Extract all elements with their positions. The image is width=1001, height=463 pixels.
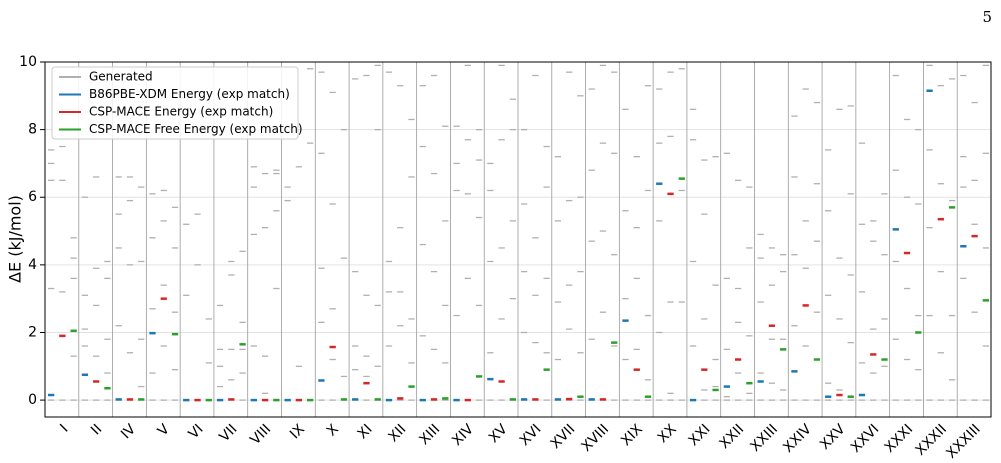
x-tick-label: XVII — [548, 421, 579, 452]
x-tick-label: XXXI — [882, 421, 917, 456]
x-tick-label: XXIV — [780, 421, 815, 456]
x-tick-label: VI — [186, 421, 207, 442]
x-tick-label: XI — [355, 421, 376, 442]
x-tick-label: XXXII — [912, 421, 949, 458]
x-tick-label: XXI — [686, 421, 714, 449]
x-tick-label: VII — [217, 421, 241, 445]
plot-frame — [44, 61, 992, 418]
x-tick-label: II — [88, 421, 105, 438]
y-tick-label: 2 — [28, 324, 37, 340]
legend-label: B86PBE-XDM Energy (exp match) — [89, 87, 290, 101]
legend-label: CSP-MACE Energy (exp match) — [89, 105, 273, 119]
y-tick-label: 0 — [28, 392, 37, 408]
x-tick-label: XXVI — [848, 421, 883, 456]
y-tick-label: 8 — [28, 122, 37, 138]
x-tick-label: I — [57, 421, 71, 435]
y-tick-label: 6 — [28, 189, 37, 205]
x-tick-label: VIII — [247, 421, 274, 448]
x-tick-label: XX — [655, 421, 680, 446]
x-tick-label: XXXIII — [943, 421, 983, 461]
x-tick-label: V — [155, 421, 173, 439]
x-tick-label: XII — [385, 421, 409, 445]
legend-label: Generated — [89, 70, 153, 84]
legend: Generated B86PBE-XDM Energy (exp match) CS… — [51, 66, 303, 140]
x-tick-label: XVIII — [578, 421, 612, 455]
x-tick-label: XXII — [717, 421, 748, 452]
y-axis-label: ΔE (kJ/mol) — [6, 195, 25, 283]
x-tick-label: XXV — [817, 421, 849, 453]
x-tick-label: X — [324, 421, 342, 439]
x-tick-label: IV — [118, 421, 139, 442]
legend-label: CSP-MACE Free Energy (exp match) — [89, 122, 303, 136]
x-tick-label: IX — [287, 421, 308, 442]
x-tick-label: XV — [486, 421, 511, 446]
x-tick-label: XIX — [618, 421, 646, 449]
x-tick-label: XIV — [449, 421, 477, 449]
y-tick-label: 4 — [28, 257, 37, 273]
legend-box — [51, 66, 299, 140]
x-tick-label: XXIII — [747, 421, 781, 455]
page-number: 5 — [982, 8, 992, 26]
x-tick-label: XIII — [416, 421, 443, 448]
y-tick-label: 10 — [19, 54, 37, 70]
x-tick-label: XVI — [517, 421, 545, 449]
